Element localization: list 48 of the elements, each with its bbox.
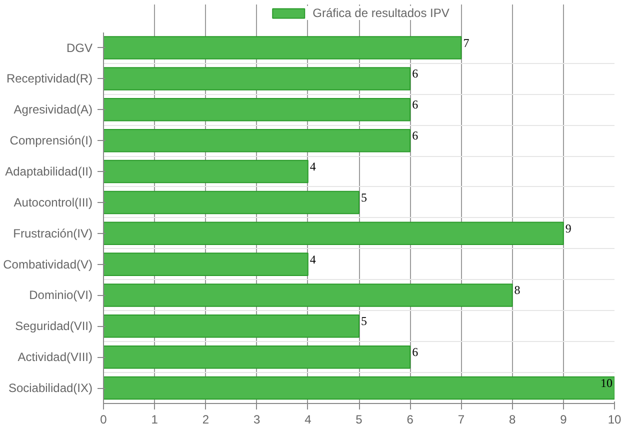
data-label: 9 bbox=[565, 221, 572, 236]
y-tick-label: Autocontrol(III) bbox=[14, 195, 93, 210]
y-tick-label: DGV bbox=[66, 40, 93, 55]
x-tick-label: 6 bbox=[406, 412, 414, 426]
data-label: 5 bbox=[361, 314, 367, 328]
y-tick-label: Actividad(VIII) bbox=[18, 350, 93, 364]
x-tick-label: 5 bbox=[356, 412, 363, 426]
data-label: 7 bbox=[463, 36, 470, 50]
bar bbox=[104, 345, 411, 369]
data-label: 6 bbox=[412, 66, 418, 81]
y-tick-label: Frustración(IV) bbox=[13, 226, 93, 240]
bar bbox=[104, 160, 308, 184]
data-label: 6 bbox=[412, 128, 418, 143]
x-tick-label: 9 bbox=[560, 412, 568, 426]
bar bbox=[104, 284, 513, 307]
y-tick-label: Seguridad(VII) bbox=[15, 319, 93, 334]
x-tick-label: 3 bbox=[253, 412, 260, 426]
x-tick-label: 2 bbox=[202, 412, 210, 426]
bar bbox=[104, 98, 411, 122]
x-tick-label: 1 bbox=[151, 412, 158, 426]
y-tick-label: Receptividad(R) bbox=[6, 72, 93, 86]
bar bbox=[104, 190, 360, 214]
y-tick-label: Sociabilidad(IX) bbox=[8, 381, 93, 396]
data-label: 10 bbox=[600, 376, 612, 390]
x-tick-label: 8 bbox=[508, 412, 516, 426]
bar bbox=[104, 376, 614, 400]
bar bbox=[104, 252, 308, 276]
legend-label: Gráfica de resultados IPV bbox=[312, 6, 450, 20]
x-tick-label: 10 bbox=[608, 412, 622, 426]
data-label: 8 bbox=[514, 283, 520, 298]
x-tick-label: 4 bbox=[304, 412, 312, 426]
x-tick-label: 0 bbox=[100, 412, 108, 426]
y-tick-label: Adaptabilidad(II) bbox=[5, 164, 93, 179]
bar bbox=[104, 222, 564, 246]
bar bbox=[104, 67, 411, 90]
y-tick-label: Comprensión(I) bbox=[10, 134, 93, 148]
data-label: 5 bbox=[361, 190, 367, 204]
data-label: 6 bbox=[412, 98, 418, 112]
x-tick-label: 7 bbox=[458, 412, 465, 426]
bar bbox=[104, 36, 462, 60]
data-label: 6 bbox=[412, 345, 418, 360]
y-tick-label: Agresividad(A) bbox=[14, 102, 93, 117]
bar bbox=[104, 314, 360, 338]
y-tick-label: Combatividad(V) bbox=[3, 257, 93, 272]
y-tick-label: Dominio(VI) bbox=[29, 288, 93, 302]
bar bbox=[104, 128, 411, 152]
data-label: 4 bbox=[310, 160, 316, 174]
data-label: 4 bbox=[310, 252, 316, 266]
